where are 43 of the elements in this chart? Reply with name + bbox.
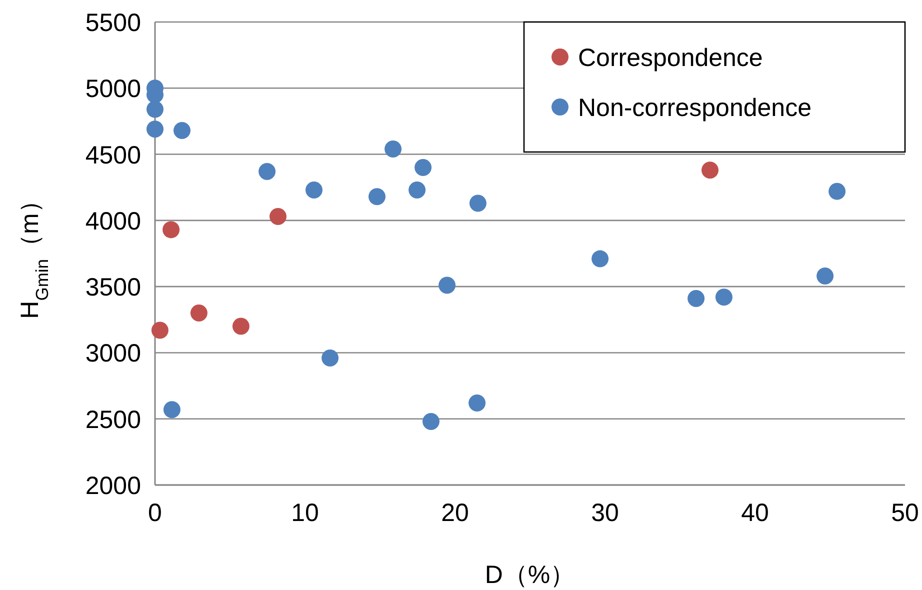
- point: [408, 182, 426, 199]
- point: [422, 413, 440, 430]
- x-tick-label: 50: [891, 499, 919, 527]
- x-axis-title: D（%）: [484, 561, 576, 589]
- x-tick-label: 20: [441, 499, 469, 527]
- point: [438, 276, 456, 294]
- point: [468, 394, 486, 412]
- point: [469, 194, 486, 212]
- point: [174, 122, 190, 139]
- point: [146, 120, 164, 138]
- point: [414, 159, 432, 176]
- y-tick-label: 2500: [85, 406, 141, 434]
- point: [306, 182, 322, 199]
- point: [384, 140, 402, 158]
- point: [322, 350, 339, 367]
- y-tick-label: 4500: [85, 141, 141, 170]
- point: [232, 318, 250, 335]
- point: [190, 304, 208, 322]
- point: [702, 162, 718, 179]
- y-tick-label: 3500: [85, 274, 141, 302]
- point: [816, 267, 834, 284]
- y-tick-label: 5000: [85, 75, 141, 104]
- point: [592, 250, 609, 268]
- point: [828, 182, 846, 200]
- point: [688, 290, 705, 307]
- x-tick-label: 30: [591, 499, 619, 527]
- y-tick-label: 4000: [85, 207, 141, 236]
- point: [715, 288, 732, 306]
- point: [368, 188, 386, 206]
- point: [151, 322, 168, 339]
- point: [162, 221, 180, 238]
- point: [146, 100, 164, 118]
- x-tick-label: 0: [148, 499, 162, 527]
- point: [258, 162, 276, 180]
- point: [270, 208, 286, 225]
- y-tick-label: 3000: [85, 340, 141, 368]
- legend-label: Non-correspondence: [578, 94, 812, 122]
- y-tick-label: 2000: [85, 472, 141, 500]
- point: [163, 401, 180, 418]
- x-tick-label: 10: [291, 499, 319, 527]
- x-tick-label: 40: [741, 499, 769, 527]
- legend-label: Correspondence: [578, 44, 763, 72]
- y-tick-label: 5500: [85, 9, 141, 37]
